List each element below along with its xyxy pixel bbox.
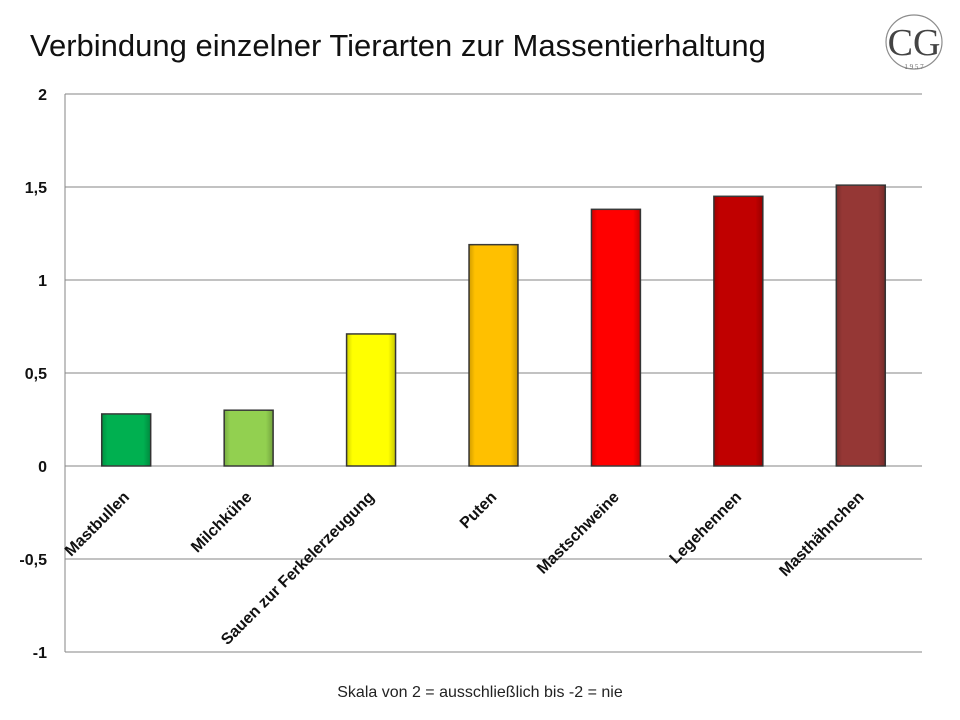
bar-shade	[101, 413, 151, 466]
x-tick-label: Legehennen	[667, 489, 746, 568]
y-tick-label: 1,5	[25, 180, 47, 197]
x-tick-label: Puten	[457, 489, 500, 532]
y-tick-label: 0	[38, 459, 47, 476]
logo-ring	[885, 14, 943, 70]
logo-letters: CG	[888, 22, 941, 64]
bar-shade	[591, 209, 641, 466]
bar-shade	[713, 196, 763, 467]
x-tick-label: Mastschweine	[534, 489, 623, 578]
y-tick-label: 1	[38, 273, 47, 290]
logo-year: 1 9 5 7	[904, 63, 924, 71]
y-tick-label: -1	[33, 645, 47, 662]
chart-title: Verbindung einzelner Tierarten zur Masse…	[30, 28, 766, 63]
y-tick-label: -0,5	[19, 552, 47, 569]
x-tick-label: Milchkühe	[188, 489, 255, 556]
x-tick-label: Masthähnchen	[776, 489, 867, 580]
bar-shade	[469, 244, 518, 466]
bar-shade	[346, 333, 396, 466]
logo-icon: CG 1 9 5 7	[885, 14, 943, 71]
x-tick-label: Mastbullen	[62, 489, 133, 560]
scale-footnote: Skala von 2 = ausschließlich bis -2 = ni…	[337, 684, 623, 701]
y-tick-label: 2	[38, 87, 47, 104]
y-tick-label: 0,5	[25, 366, 47, 383]
bar-shade	[224, 410, 274, 466]
bar-shade	[836, 185, 886, 466]
